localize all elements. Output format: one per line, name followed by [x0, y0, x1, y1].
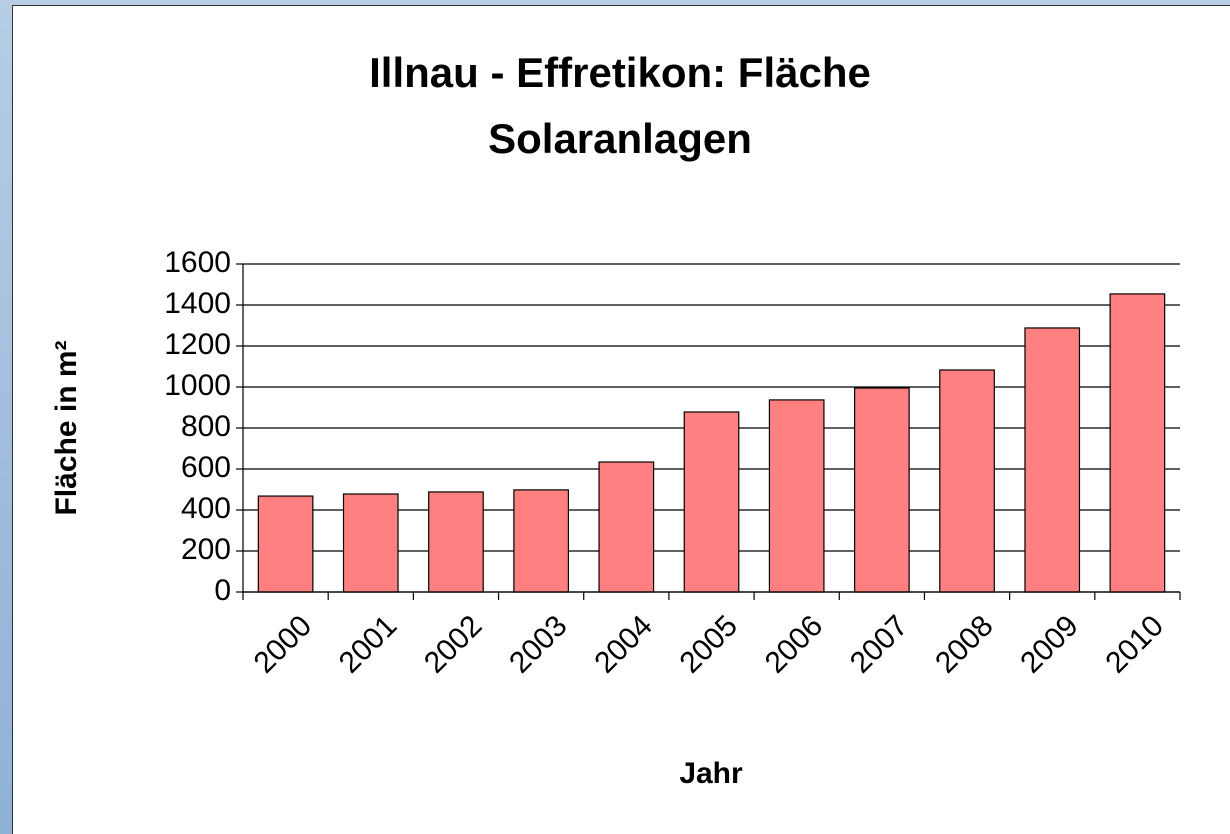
y-tick-label: 600: [181, 451, 231, 484]
bar: [342, 493, 399, 593]
y-axis-label: Fläche in m²: [50, 340, 83, 515]
y-tick-label: 800: [181, 410, 231, 443]
bar: [1109, 293, 1166, 593]
chart-title: Illnau - Effretikon: Fläche Solaranlagen: [369, 49, 871, 162]
bar: [768, 399, 825, 593]
x-tick-label: 2009: [1014, 609, 1085, 680]
y-tick-label: 1600: [164, 246, 231, 279]
bar: [939, 369, 995, 593]
bar: [257, 495, 314, 593]
y-tick-label: 0: [214, 574, 231, 607]
x-tick-label: 2008: [929, 609, 1000, 680]
x-tick-label: 2007: [844, 609, 915, 680]
bar: [598, 461, 655, 593]
bar: [1024, 327, 1081, 593]
x-axis-label: Jahr: [679, 757, 743, 790]
x-tick-label: 2002: [418, 609, 489, 680]
y-tick-label: 1000: [164, 369, 231, 402]
bar: [683, 411, 740, 593]
y-tick-label: 200: [181, 533, 231, 566]
x-tick-label: 2006: [759, 609, 830, 680]
y-tick-label: 1200: [164, 328, 231, 361]
bar: [428, 491, 484, 593]
y-tick-label: 400: [181, 492, 231, 525]
x-tick-label: 2004: [588, 609, 659, 680]
bar: [854, 387, 910, 593]
y-tick-label: 1400: [164, 287, 231, 320]
x-tick-label: 2001: [333, 609, 404, 680]
bar: [513, 489, 569, 593]
x-tick-label: 2003: [503, 609, 574, 680]
x-tick-label: 2005: [674, 609, 745, 680]
x-tick-label: 2010: [1099, 609, 1170, 680]
x-tick-label: 2000: [248, 609, 319, 680]
